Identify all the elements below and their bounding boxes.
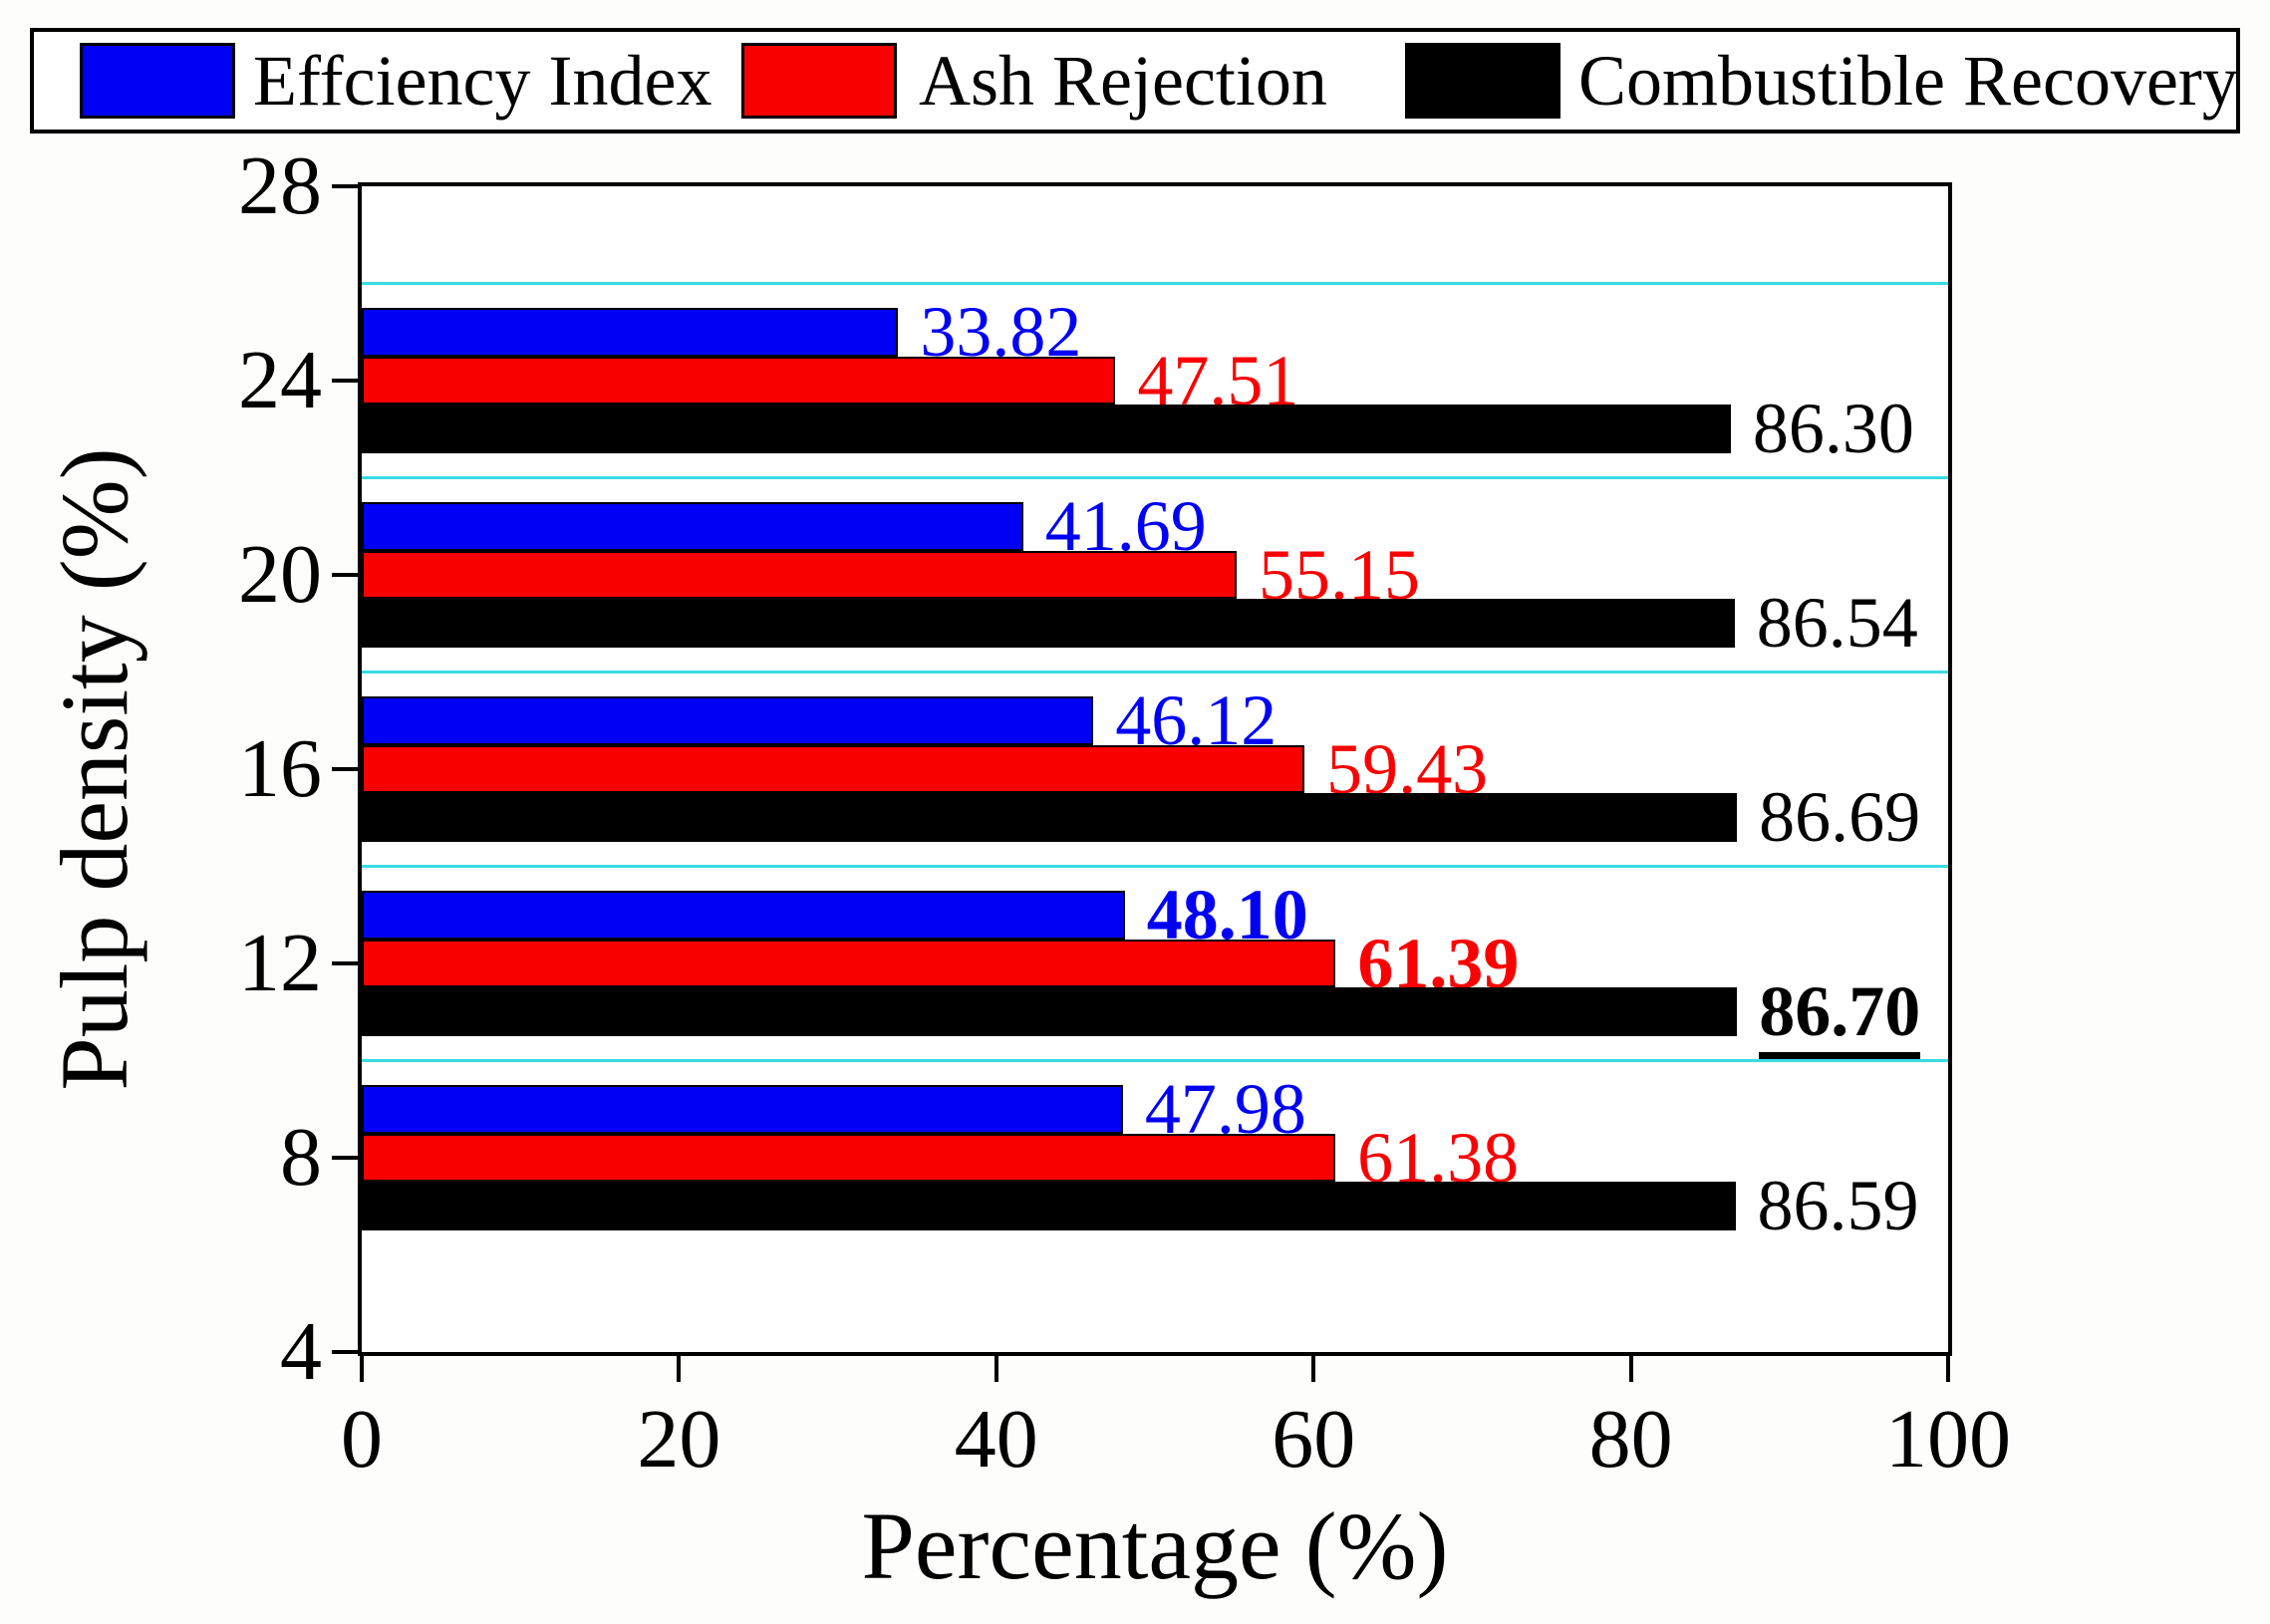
gridline xyxy=(362,1059,1948,1062)
x-axis-tick xyxy=(1628,1356,1633,1382)
x-tick-label: 100 xyxy=(1885,1393,2011,1486)
x-axis-tick xyxy=(360,1356,364,1382)
bar-combustible-recovery xyxy=(362,793,1738,843)
y-axis-tick xyxy=(332,184,358,188)
bar-value-label: 61.38 xyxy=(1357,1122,1519,1194)
bar-ash-rejection xyxy=(362,744,1305,794)
bar-value-text: 61.38 xyxy=(1357,1117,1520,1198)
bar-value-label: 59.43 xyxy=(1326,733,1488,805)
bar-value-text: 61.39 xyxy=(1357,923,1520,1011)
legend: Effciency Index Ash Rejection Combustibl… xyxy=(30,28,2240,134)
y-axis-tick xyxy=(332,573,358,577)
bar-effciency-index xyxy=(362,695,1094,745)
y-axis-tick xyxy=(332,767,358,771)
bar-value-label: 86.70 xyxy=(1759,971,1921,1060)
x-axis-tick xyxy=(993,1356,998,1382)
bar-value-label: 86.69 xyxy=(1759,781,1920,853)
bar-value-label: 61.39 xyxy=(1357,923,1520,1011)
gridline xyxy=(362,671,1948,674)
bar-value-label: 33.82 xyxy=(920,296,1081,368)
x-tick-label: 40 xyxy=(954,1393,1038,1486)
y-tick-label: 12 xyxy=(238,917,322,1009)
legend-label-combustible-recovery: Combustible Recovery xyxy=(1578,41,2238,121)
gridline xyxy=(362,476,1948,479)
bar-value-text: 41.69 xyxy=(1044,485,1207,566)
bar-value-label: 41.69 xyxy=(1045,490,1207,562)
bar-value-label: 86.30 xyxy=(1753,393,1914,464)
legend-swatch-ash-rejection xyxy=(741,43,897,119)
bar-combustible-recovery xyxy=(362,1182,1736,1231)
bar-value-text: 55.15 xyxy=(1258,534,1420,615)
x-axis-tick xyxy=(1311,1356,1316,1382)
bar-value-label: 48.10 xyxy=(1146,874,1308,962)
y-tick-label: 28 xyxy=(238,139,322,232)
y-tick-label: 8 xyxy=(280,1111,322,1204)
bar-value-label: 46.12 xyxy=(1115,684,1277,756)
bar-value-text: 33.82 xyxy=(920,291,1082,372)
bar-ash-rejection xyxy=(362,356,1116,406)
bar-value-label: 47.98 xyxy=(1145,1073,1306,1145)
bar-effciency-index xyxy=(362,890,1125,940)
x-axis-tick xyxy=(1946,1356,1950,1382)
bar-effciency-index xyxy=(362,307,899,357)
y-axis-tick xyxy=(332,379,358,383)
gridline xyxy=(362,282,1948,285)
legend-label-ash-rejection: Ash Rejection xyxy=(919,41,1327,121)
x-tick-label: 80 xyxy=(1588,1393,1673,1486)
bar-value-text: 59.43 xyxy=(1326,728,1489,809)
x-tick-label: 0 xyxy=(341,1393,383,1486)
y-axis-tick xyxy=(332,961,358,965)
y-tick-label: 4 xyxy=(280,1305,322,1398)
bar-value-text: 86.59 xyxy=(1757,1166,1919,1246)
bar-effciency-index xyxy=(362,501,1023,551)
bar-combustible-recovery xyxy=(362,599,1735,649)
bar-value-text: 47.98 xyxy=(1144,1068,1306,1149)
bar-value-label: 86.54 xyxy=(1757,587,1918,659)
bar-value-text: 86.54 xyxy=(1756,583,1918,664)
bar-ash-rejection xyxy=(362,939,1336,988)
bar-value-text: 86.30 xyxy=(1752,389,1914,469)
y-tick-label: 24 xyxy=(238,334,322,426)
bar-ash-rejection xyxy=(362,1133,1336,1183)
x-axis-title: Percentage (%) xyxy=(861,1492,1449,1599)
bar-value-text: 86.70 xyxy=(1759,971,1921,1060)
x-axis-tick xyxy=(677,1356,682,1382)
bar-value-label: 47.51 xyxy=(1137,345,1298,416)
legend-swatch-combustible-recovery xyxy=(1405,43,1561,119)
y-axis-tick xyxy=(332,1350,358,1354)
x-tick-label: 20 xyxy=(637,1393,721,1486)
bar-value-label: 86.59 xyxy=(1758,1170,1919,1241)
y-axis-tick xyxy=(332,1156,358,1160)
legend-swatch-efficiency-index xyxy=(80,43,235,119)
bar-ash-rejection xyxy=(362,550,1237,600)
bar-combustible-recovery xyxy=(362,987,1738,1037)
bar-value-text: 47.51 xyxy=(1137,340,1299,420)
y-axis-title: Pulp density (%) xyxy=(41,447,147,1091)
bar-value-text: 86.69 xyxy=(1759,777,1921,858)
bar-combustible-recovery xyxy=(362,405,1731,454)
bar-value-text: 48.10 xyxy=(1146,874,1308,962)
gridline xyxy=(362,865,1948,868)
y-tick-label: 20 xyxy=(238,528,322,621)
x-tick-label: 60 xyxy=(1272,1393,1356,1486)
bar-value-text: 46.12 xyxy=(1115,679,1277,760)
bar-value-label: 55.15 xyxy=(1259,539,1420,611)
bar-effciency-index xyxy=(362,1084,1123,1134)
y-tick-label: 16 xyxy=(238,722,322,815)
legend-label-efficiency-index: Effciency Index xyxy=(253,41,712,121)
